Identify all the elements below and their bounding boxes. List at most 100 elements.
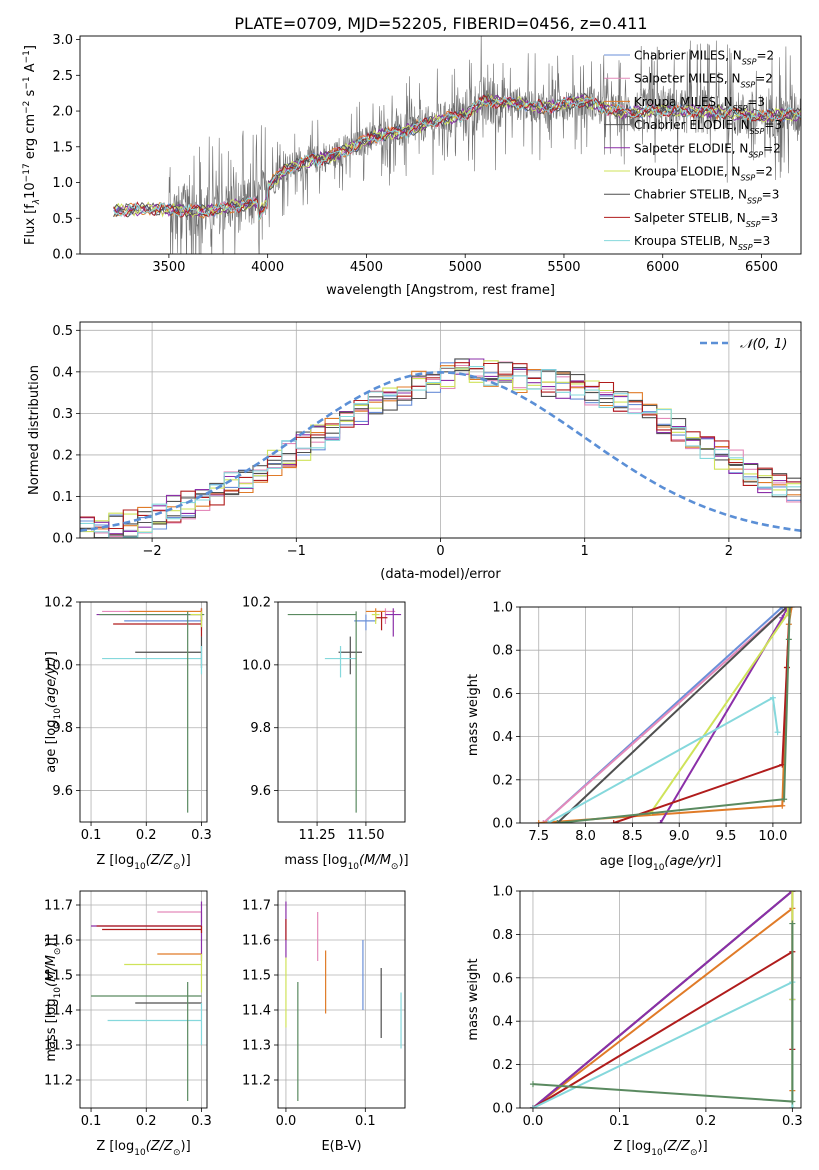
mass-weight-line bbox=[557, 607, 791, 823]
axis-label-part: 10 bbox=[651, 1148, 663, 1158]
y-tick-label: 11.2 bbox=[44, 1074, 73, 1089]
spectrum-axes: 3500 4000 4500 5000 5500 6000 6500 0.0 0.5 1.0 1.5… bbox=[22, 33, 778, 298]
figure-title: PLATE=0709, MJD=52205, FIBERID=0456, z=0… bbox=[234, 14, 647, 33]
y-tick-label: 0.6 bbox=[492, 687, 513, 702]
y-tick-label: 11.2 bbox=[242, 1074, 271, 1089]
y-tick-label: 0.2 bbox=[492, 1058, 513, 1073]
mass-weight-line bbox=[532, 950, 794, 1108]
y-tick-label: 0.3 bbox=[52, 407, 73, 422]
y-tick-label: 9.8 bbox=[250, 721, 271, 736]
axis-label-part: 10 bbox=[53, 987, 63, 999]
y-tick-label: 9.6 bbox=[52, 784, 73, 799]
mass_vs_Z-frame bbox=[79, 890, 208, 1109]
mass-weight-marker bbox=[789, 1098, 796, 1105]
mass-weight-marker bbox=[554, 820, 561, 823]
x-axis-label: wavelength [Angstrom, rest frame] bbox=[326, 283, 555, 298]
age_vs_mass-frame bbox=[277, 601, 406, 823]
legend-tail: =2 bbox=[755, 72, 773, 86]
mass_weight_vs_age-axes: 7.5 8.0 8.5 9.0 9.5 10.0 0.0 0.2 0.4 0.6 0.8 1.0 age… bbox=[466, 601, 801, 873]
y-tick-label: 11.7 bbox=[44, 899, 73, 914]
y-axis-label-part: 10 bbox=[23, 182, 38, 199]
legend-tail: =3 bbox=[762, 188, 780, 202]
legend-label: Kroupa STELIB, NSSP=3 bbox=[634, 234, 770, 252]
axis-label-part: (M/M bbox=[44, 955, 59, 987]
axis-label-part: )] bbox=[698, 1139, 708, 1154]
axis-label-part: Z [log bbox=[96, 1139, 134, 1154]
mass_vs_EBV-axes: 0.0 0.1 11.2 11.3 11.4 11.5 11.6 11.7 E(B-V) bbox=[242, 891, 405, 1154]
x-tick-label: 8.0 bbox=[575, 829, 596, 844]
legend-name: Chabrier ELODIE, N bbox=[634, 118, 750, 132]
y-tick-label: 0.8 bbox=[492, 928, 513, 943]
axis-label-part: 10 bbox=[53, 708, 63, 720]
legend-sub: SSP bbox=[747, 196, 762, 205]
y-tick-label: 0.0 bbox=[52, 248, 73, 263]
axis-label-part: Z [log bbox=[96, 853, 134, 868]
legend-label: Kroupa MILES, NSSP=3 bbox=[634, 95, 765, 113]
x-tick-label: 9.5 bbox=[716, 829, 737, 844]
y-tick-label: 0.6 bbox=[492, 971, 513, 986]
y-tick-label: 9.6 bbox=[250, 784, 271, 799]
legend-sub: SSP bbox=[748, 150, 763, 159]
axis-label-part: ⊙ bbox=[690, 1148, 698, 1158]
mass-weight-marker bbox=[529, 1081, 536, 1088]
x-tick-label: 0.2 bbox=[136, 828, 157, 843]
mass-weight-marker bbox=[779, 607, 786, 610]
y-tick-label: 11.7 bbox=[242, 899, 271, 914]
axis-label-part: )] bbox=[181, 1139, 191, 1154]
y-axis-label-part: −17 bbox=[22, 163, 32, 182]
mass-weight-marker bbox=[779, 802, 786, 809]
y-tick-label: 10.0 bbox=[242, 658, 271, 673]
model-spectrum-line bbox=[113, 96, 801, 222]
y-axis-label: Flux [fλ10−17 erg cm−2 s−1 A−1] bbox=[22, 45, 42, 245]
y-tick-label: 0.4 bbox=[492, 730, 513, 745]
mass-weight-line bbox=[532, 891, 794, 1108]
legend-sub: SSP bbox=[750, 127, 765, 136]
y-tick-label: 0.4 bbox=[52, 365, 73, 380]
axis-label-part: (Z/Z bbox=[146, 853, 174, 868]
mass-weight-marker bbox=[786, 607, 793, 610]
legend-sub: SSP bbox=[738, 243, 753, 252]
axis-label-part: 10 bbox=[134, 1148, 146, 1158]
age_vs_Z-errorbars bbox=[96, 608, 205, 813]
y-axis-label-part: λ bbox=[32, 199, 42, 205]
legend-tail: =3 bbox=[760, 211, 778, 225]
legend-label: Chabrier ELODIE, NSSP=3 bbox=[634, 118, 782, 136]
axis-label-part: 10 bbox=[134, 862, 146, 872]
axis-label-part: (M/M bbox=[359, 853, 391, 868]
x-tick-label: 5000 bbox=[449, 260, 482, 275]
y-tick-label: 11.4 bbox=[44, 1004, 73, 1019]
residuals-frame bbox=[79, 321, 802, 539]
y-tick-label: 2.5 bbox=[52, 69, 73, 84]
axis-label-part: 10 bbox=[653, 863, 665, 873]
legend-tail: =2 bbox=[756, 49, 774, 63]
mass_weight_vs_age-lines bbox=[535, 607, 795, 823]
axis-label-part: (Z/Z bbox=[146, 1139, 174, 1154]
axis-label: Z [log10(Z/Z⊙)] bbox=[96, 1139, 190, 1158]
y-tick-label: 1.0 bbox=[492, 885, 513, 900]
axis-label-part: ⊙ bbox=[391, 862, 399, 872]
x-tick-label: −1 bbox=[287, 544, 306, 559]
mass_vs_EBV-errorbars bbox=[285, 901, 402, 1101]
y-axis-label-part: s bbox=[23, 89, 38, 100]
y-axis-label-part: A bbox=[23, 63, 38, 76]
histogram-series bbox=[80, 366, 801, 538]
legend-sub: SSP bbox=[746, 219, 761, 228]
y-tick-label: 11.4 bbox=[242, 1004, 271, 1019]
mass-weight-marker bbox=[529, 1105, 536, 1108]
y-tick-label: 11.6 bbox=[44, 934, 73, 949]
mass_weight_vs_Z-frame bbox=[519, 890, 802, 1109]
legend-label: Salpeter STELIB, NSSP=3 bbox=[634, 211, 778, 229]
y-tick-label: 10.2 bbox=[44, 596, 73, 611]
x-tick-label: 9.0 bbox=[669, 829, 690, 844]
y-tick-label: 0.4 bbox=[492, 1015, 513, 1030]
model-spectrum-line bbox=[113, 94, 801, 218]
y-tick-label: 10.2 bbox=[242, 596, 271, 611]
axis-label-part: ⊙ bbox=[173, 862, 181, 872]
mass-weight-marker bbox=[545, 820, 552, 823]
legend-label: Salpeter MILES, NSSP=2 bbox=[634, 72, 773, 90]
y-tick-label: 3.0 bbox=[52, 33, 73, 48]
mass-weight-marker bbox=[788, 607, 795, 610]
legend-tail: =2 bbox=[763, 141, 781, 155]
y-tick-label: 11.3 bbox=[44, 1039, 73, 1054]
x-tick-label: −2 bbox=[143, 544, 162, 559]
